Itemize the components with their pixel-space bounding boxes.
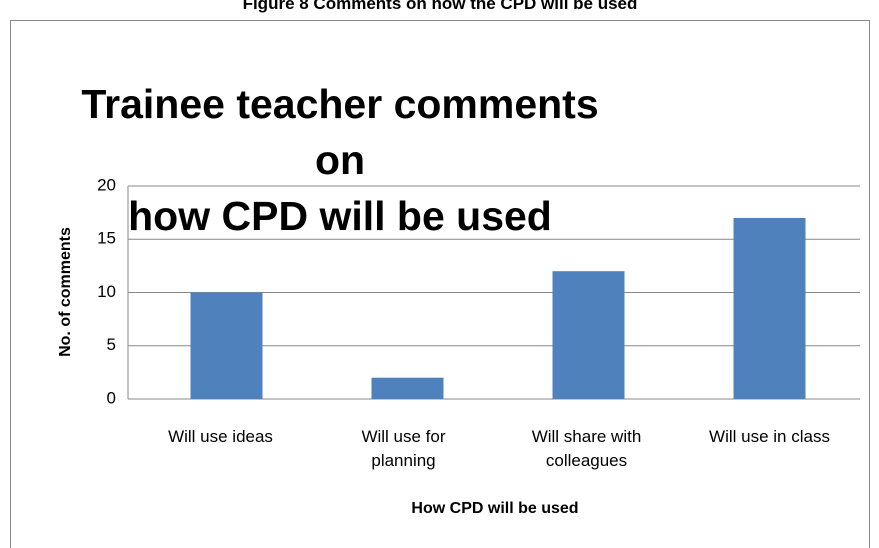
y-tick-label: 15	[97, 229, 116, 248]
y-axis-label: No. of comments	[57, 227, 74, 357]
chart-border	[10, 20, 870, 548]
y-tick-label: 20	[97, 175, 116, 194]
x-tick-label: Will share with colleagues	[531, 427, 642, 470]
x-tick-label: Will use in class	[709, 427, 830, 446]
y-tick-label: 0	[107, 388, 116, 407]
bar	[190, 292, 263, 399]
y-tick-label: 5	[107, 335, 116, 354]
bar	[552, 271, 625, 399]
caption: Figure 8 Comments on how the CPD will be…	[243, 0, 638, 13]
x-axis-label: How CPD will be used	[411, 500, 578, 517]
x-tick-label: Will use for planning	[361, 427, 446, 470]
chart-title: Trainee teacher comments on how CPD will…	[81, 81, 599, 239]
bar	[733, 217, 806, 399]
bar	[371, 377, 444, 399]
y-tick-label: 10	[97, 282, 116, 301]
x-tick-label: Will use ideas	[168, 427, 273, 446]
